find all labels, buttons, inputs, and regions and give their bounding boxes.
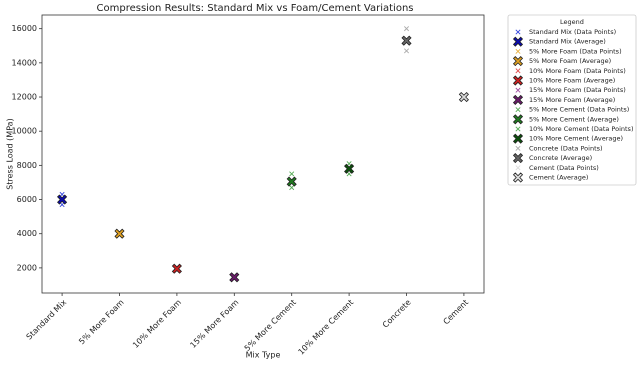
legend-box — [507, 14, 637, 186]
legend-marker — [515, 145, 521, 151]
legend-marker — [512, 56, 524, 67]
legend-marker — [515, 107, 521, 113]
average-marker — [229, 272, 240, 283]
legend-label: Standard Mix (Data Points) — [529, 28, 616, 36]
chart-title: Compression Results: Standard Mix vs Foa… — [97, 3, 414, 14]
y-tick-label: 12000 — [12, 93, 37, 102]
series — [401, 35, 412, 46]
legend-label: 10% More Foam (Data Points) — [529, 67, 626, 75]
legend-marker — [512, 94, 524, 105]
legend-marker — [515, 48, 521, 54]
series — [229, 272, 240, 283]
average-marker — [57, 194, 68, 205]
average-marker — [286, 176, 297, 187]
x-tick-label: Cement — [441, 298, 470, 327]
series — [171, 263, 182, 274]
data-point — [403, 48, 410, 54]
legend-label: Concrete (Data Points) — [529, 144, 603, 152]
legend-label: 5% More Foam (Data Points) — [529, 47, 622, 55]
legend-label: 5% More Cement (Data Points) — [529, 106, 629, 114]
legend-label: 5% More Cement (Average) — [529, 115, 619, 123]
series — [286, 176, 297, 187]
legend-marker — [515, 68, 521, 74]
legend-label: 10% More Foam (Average) — [529, 77, 615, 85]
legend-label: 15% More Foam (Average) — [529, 96, 615, 104]
average-marker — [171, 263, 182, 274]
average-marker — [344, 163, 355, 174]
legend-label: Standard Mix (Average) — [529, 38, 606, 46]
legend-label: 5% More Foam (Average) — [529, 57, 611, 65]
x-tick-label: 15% More Foam — [188, 298, 240, 350]
legend-label: 15% More Foam (Data Points) — [529, 86, 626, 94]
legend-marker — [515, 126, 521, 132]
y-tick-label: 16000 — [12, 24, 37, 33]
x-tick-label: 10% More Foam — [131, 298, 183, 350]
x-tick-label: Concrete — [381, 298, 413, 330]
data-point — [403, 26, 410, 32]
x-tick-label: 5% More Foam — [77, 298, 126, 347]
average-marker — [401, 35, 412, 46]
data-point — [289, 171, 295, 177]
y-tick-label: 8000 — [17, 161, 37, 170]
legend-marker — [512, 153, 524, 164]
x-tick-label: 5% More Cement — [243, 298, 298, 353]
legend-marker — [515, 87, 521, 93]
legend-marker — [512, 75, 524, 86]
y-tick-label: 10000 — [12, 127, 37, 136]
y-tick-label: 4000 — [17, 229, 37, 238]
legend-marker — [512, 36, 524, 47]
series — [114, 228, 125, 239]
legend-marker — [512, 133, 524, 144]
legend-marker — [512, 114, 524, 125]
y-tick-label: 2000 — [17, 263, 37, 272]
average-marker — [114, 228, 125, 239]
average-marker — [458, 91, 469, 103]
y-tick-label: 14000 — [12, 58, 37, 67]
legend-label: 10% More Cement (Data Points) — [529, 125, 633, 133]
y-axis-label: Stress Load (MPa) — [6, 118, 15, 189]
series — [57, 194, 68, 205]
legend-marker — [515, 29, 521, 35]
data-point — [289, 185, 295, 191]
legend-marker — [515, 165, 521, 171]
legend-title: Legend — [560, 18, 584, 26]
legend-marker — [512, 172, 524, 183]
legend-label: 10% More Cement (Average) — [529, 135, 623, 143]
y-tick-label: 6000 — [17, 195, 37, 204]
series — [458, 91, 469, 103]
series — [344, 163, 355, 174]
x-axis-label: Mix Type — [246, 351, 281, 360]
x-tick-label: Standard Mix — [25, 298, 69, 342]
legend-label: Concrete (Average) — [529, 154, 592, 162]
plot-frame — [41, 14, 485, 294]
x-tick-label: 10% More Cement — [296, 298, 355, 357]
legend-label: Cement (Data Points) — [529, 164, 599, 172]
legend-label: Cement (Average) — [529, 174, 588, 182]
